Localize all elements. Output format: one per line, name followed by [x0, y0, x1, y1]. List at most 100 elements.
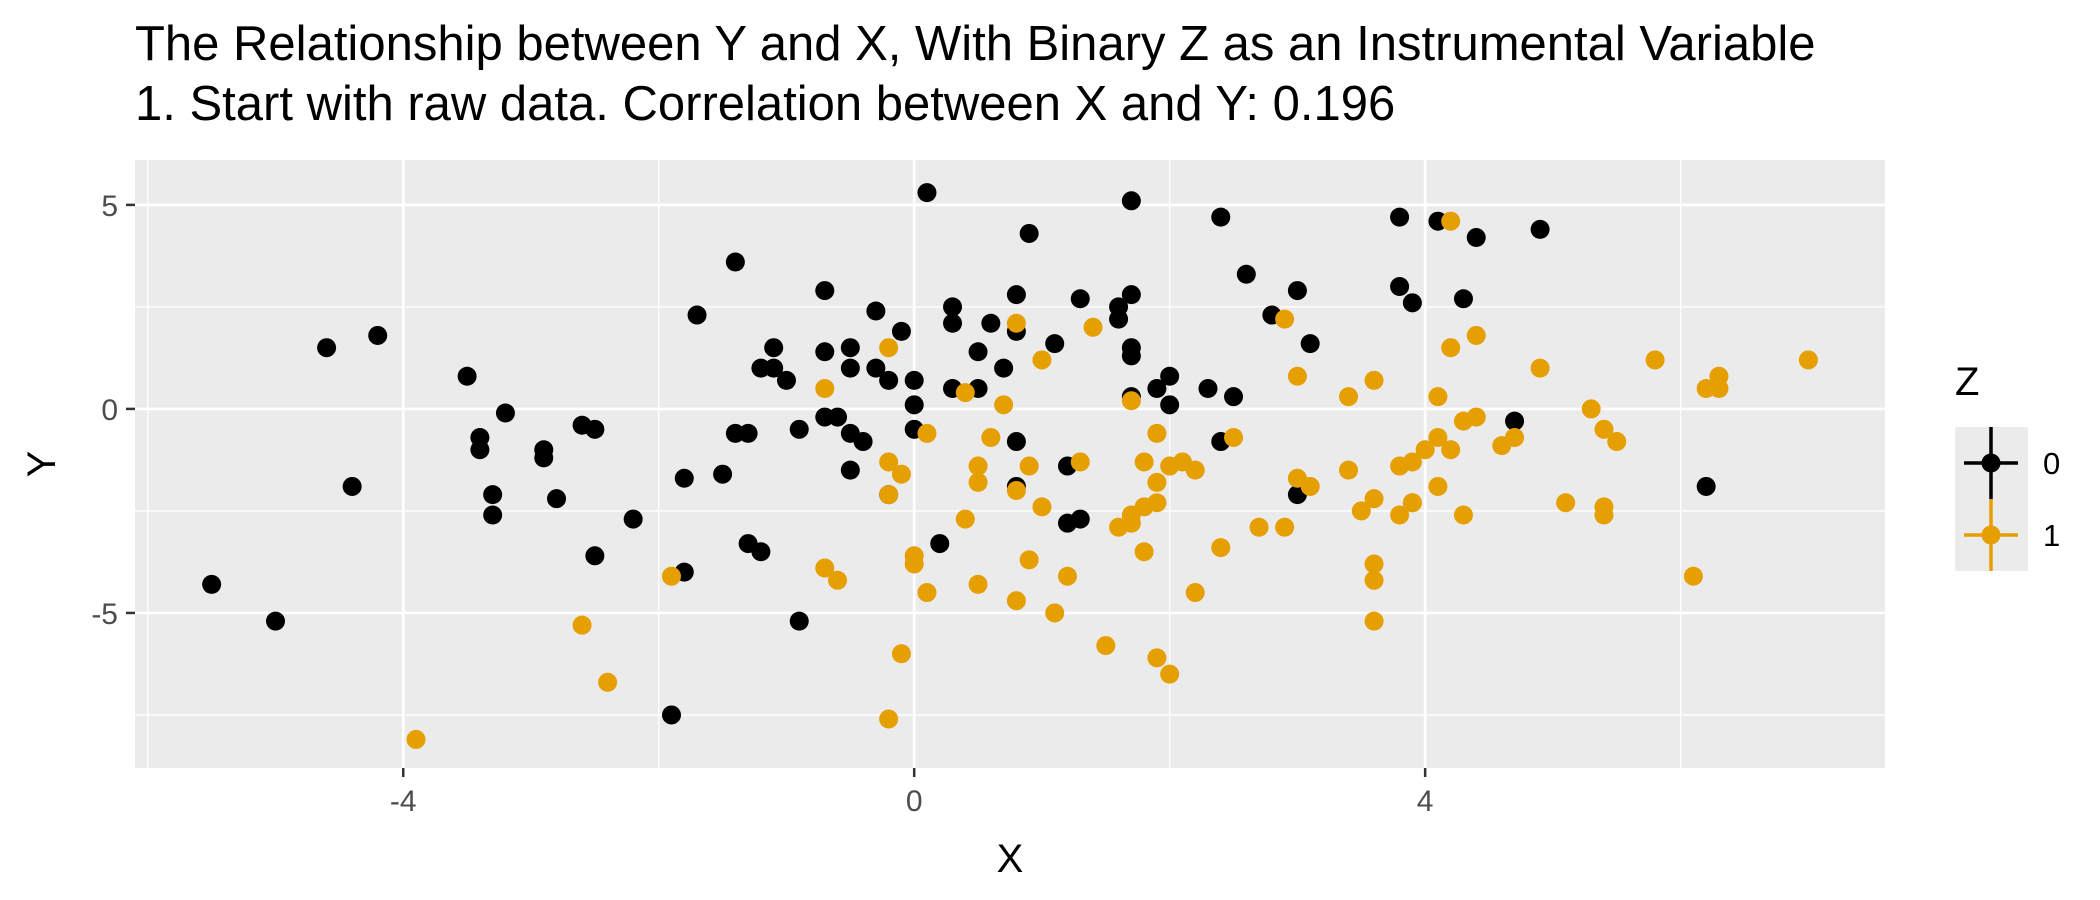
point-z0: [1121, 346, 1141, 366]
point-z1: [879, 452, 899, 472]
point-z1: [1019, 550, 1039, 570]
point-z0: [776, 370, 796, 390]
point-z1: [1798, 350, 1818, 370]
point-z1: [1581, 399, 1601, 419]
point-z0: [840, 460, 860, 480]
point-z0: [470, 440, 490, 460]
point-z1: [891, 644, 911, 664]
point-z0: [1466, 228, 1486, 248]
legend-label-0: 0: [2043, 446, 2060, 481]
point-z1: [1453, 505, 1473, 525]
point-z1: [1134, 452, 1154, 472]
point-z1: [1390, 505, 1410, 525]
point-z0: [1453, 289, 1473, 309]
point-z0: [1696, 476, 1716, 496]
point-z1: [572, 615, 592, 635]
point-z0: [623, 509, 643, 529]
point-z0: [266, 611, 286, 631]
point-z1: [1607, 432, 1627, 452]
x-tick-label: -4: [390, 785, 417, 818]
point-z0: [904, 370, 924, 390]
point-z1: [879, 338, 899, 358]
point-z0: [943, 313, 963, 333]
point-z1: [879, 709, 899, 729]
chart-title: The Relationship between Y and X, With B…: [135, 17, 1816, 71]
legend-label-1: 1: [2043, 518, 2060, 553]
point-z1: [1505, 427, 1525, 447]
point-z1: [1275, 309, 1295, 329]
point-z0: [368, 325, 388, 345]
point-z0: [904, 395, 924, 415]
point-z0: [738, 423, 758, 443]
point-z1: [1428, 476, 1448, 496]
point-z1: [1364, 611, 1384, 631]
point-z1: [981, 427, 1001, 447]
point-z0: [1390, 207, 1410, 227]
point-z0: [483, 505, 503, 525]
point-z1: [1428, 387, 1448, 407]
point-z0: [1006, 285, 1026, 305]
point-z0: [1211, 207, 1231, 227]
point-z1: [1466, 407, 1486, 427]
point-z0: [547, 489, 567, 509]
point-z1: [1185, 583, 1205, 603]
point-z0: [840, 358, 860, 378]
point-z0: [457, 366, 477, 386]
point-z0: [585, 546, 605, 566]
point-z0: [789, 419, 809, 439]
point-z1: [1645, 350, 1665, 370]
point-z1: [955, 509, 975, 529]
point-z1: [598, 672, 618, 692]
point-z1: [1441, 211, 1461, 231]
point-z1: [1339, 387, 1359, 407]
legend: Z 0 1: [1955, 360, 2060, 571]
point-z0: [1070, 289, 1090, 309]
point-z1: [1364, 370, 1384, 390]
point-z0: [968, 342, 988, 362]
point-z1: [1070, 452, 1090, 472]
point-z0: [751, 542, 771, 562]
point-z0: [840, 338, 860, 358]
point-z0: [317, 338, 337, 358]
point-z0: [1070, 509, 1090, 529]
point-z1: [955, 383, 975, 403]
point-z1: [1683, 566, 1703, 586]
point-z0: [725, 252, 745, 272]
y-tick-label: -5: [91, 598, 118, 631]
point-z0: [1402, 293, 1422, 313]
point-z0: [866, 358, 886, 378]
point-z1: [406, 729, 426, 749]
plot-panel: [135, 160, 1885, 768]
point-z1: [1594, 419, 1614, 439]
point-z0: [1505, 411, 1525, 431]
point-z1: [1556, 493, 1576, 513]
point-z1: [1045, 603, 1065, 623]
point-z0: [853, 432, 873, 452]
point-z0: [1287, 281, 1307, 301]
point-z0: [764, 338, 784, 358]
point-z1: [891, 464, 911, 484]
point-z0: [1045, 334, 1065, 354]
point-z0: [687, 305, 707, 325]
point-z1: [1083, 317, 1103, 337]
point-z1: [1428, 427, 1448, 447]
point-z1: [968, 456, 988, 476]
point-z0: [828, 407, 848, 427]
y-tick-label: 0: [101, 394, 118, 427]
point-z0: [815, 342, 835, 362]
point-z0: [1147, 379, 1167, 399]
point-z0: [585, 419, 605, 439]
point-z1: [1466, 325, 1486, 345]
point-z1: [1147, 493, 1167, 513]
point-z0: [891, 321, 911, 341]
point-z0: [930, 534, 950, 554]
point-z0: [815, 281, 835, 301]
point-z1: [994, 395, 1014, 415]
point-z1: [828, 570, 848, 590]
point-z1: [1364, 489, 1384, 509]
point-z1: [1211, 538, 1231, 558]
point-z0: [1390, 276, 1410, 296]
y-axis-label: Y: [20, 451, 64, 478]
point-z0: [1121, 285, 1141, 305]
point-z0: [994, 358, 1014, 378]
